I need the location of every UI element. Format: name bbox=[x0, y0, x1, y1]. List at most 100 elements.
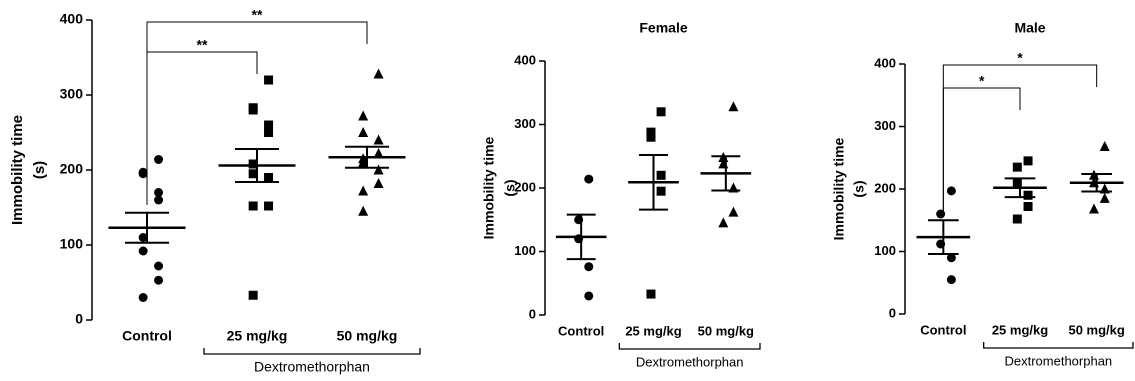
x-tick-label: 25 mg/kg bbox=[992, 322, 1048, 337]
data-point bbox=[656, 107, 666, 117]
error-bar bbox=[235, 148, 279, 183]
x-tick-label: 25 mg/kg bbox=[227, 328, 288, 344]
y-tick-label: 300 bbox=[60, 86, 84, 102]
data-point bbox=[248, 169, 258, 179]
data-point bbox=[1023, 202, 1033, 211]
x-tick-label: Control bbox=[920, 322, 966, 337]
y-tick-label: 200 bbox=[874, 180, 896, 195]
data-point bbox=[373, 68, 384, 79]
y-axis-label: (s) bbox=[31, 161, 48, 179]
data-point bbox=[656, 186, 666, 196]
data-point bbox=[373, 134, 384, 145]
chart-title: Female bbox=[639, 20, 687, 36]
data-point bbox=[138, 246, 148, 256]
data-point bbox=[358, 127, 369, 137]
data-point bbox=[248, 159, 258, 169]
data-point bbox=[646, 289, 656, 299]
error-bar bbox=[566, 213, 596, 261]
x-tick-label: 50 mg/kg bbox=[337, 328, 398, 344]
data-point bbox=[358, 110, 369, 121]
data-point bbox=[584, 262, 594, 272]
group-label: Dextromethorphan bbox=[1004, 353, 1112, 368]
chart-title: Male bbox=[1014, 20, 1045, 36]
data-point bbox=[946, 275, 956, 285]
y-axis-label: Immobility time bbox=[9, 115, 26, 225]
data-point bbox=[154, 195, 164, 205]
error-bar bbox=[345, 145, 389, 169]
significance-label: * bbox=[1017, 50, 1023, 66]
data-point bbox=[1099, 192, 1110, 203]
error-bar bbox=[1081, 173, 1112, 193]
y-tick-label: 0 bbox=[529, 306, 536, 321]
y-axis-label: Immobility time bbox=[831, 137, 847, 240]
data-point bbox=[1099, 141, 1110, 151]
y-tick-label: 200 bbox=[514, 179, 536, 194]
error-bar bbox=[928, 219, 959, 255]
data-point bbox=[154, 261, 164, 271]
data-point bbox=[264, 128, 274, 137]
data-point bbox=[248, 290, 258, 300]
x-tick-label: 50 mg/kg bbox=[1068, 322, 1124, 337]
data-point bbox=[1088, 203, 1099, 214]
data-point bbox=[373, 178, 384, 188]
significance-label: ** bbox=[252, 7, 263, 23]
data-point bbox=[946, 186, 956, 196]
group-bracket bbox=[618, 343, 761, 350]
data-point bbox=[1012, 178, 1022, 188]
data-point bbox=[1023, 156, 1033, 166]
group-label: Dextromethorphan bbox=[254, 359, 370, 375]
group-bracket bbox=[203, 348, 421, 355]
data-point bbox=[1012, 214, 1022, 224]
data-point bbox=[264, 120, 274, 130]
y-tick-label: 300 bbox=[874, 118, 896, 133]
group-label: Dextromethorphan bbox=[636, 354, 744, 369]
y-tick-label: 100 bbox=[60, 236, 84, 252]
error-bar bbox=[1004, 177, 1036, 199]
data-point bbox=[946, 253, 956, 263]
data-point bbox=[373, 164, 384, 175]
data-point bbox=[264, 173, 274, 182]
y-tick-label: 0 bbox=[75, 311, 83, 327]
data-point bbox=[728, 101, 739, 112]
data-point bbox=[138, 233, 148, 242]
data-point bbox=[358, 205, 369, 216]
data-point bbox=[264, 75, 274, 85]
y-axis-label: Immobility time bbox=[481, 136, 497, 239]
data-point bbox=[656, 170, 666, 180]
y-tick-label: 400 bbox=[874, 55, 896, 70]
significance-bracket bbox=[146, 21, 368, 205]
data-point bbox=[138, 169, 148, 179]
significance-label: ** bbox=[197, 37, 208, 53]
data-point bbox=[584, 291, 594, 301]
significance-label: * bbox=[979, 73, 985, 89]
data-point bbox=[358, 185, 369, 196]
error-bar bbox=[639, 153, 668, 211]
significance-bracket bbox=[942, 64, 1098, 213]
y-tick-label: 200 bbox=[60, 161, 84, 177]
y-axis-label: (s) bbox=[502, 179, 518, 196]
y-tick-label: 400 bbox=[60, 11, 84, 27]
data-point bbox=[264, 201, 274, 211]
x-tick-label: Control bbox=[558, 323, 604, 338]
y-tick-label: 0 bbox=[889, 305, 896, 320]
data-point bbox=[154, 275, 164, 285]
data-point bbox=[248, 105, 258, 115]
y-tick-label: 100 bbox=[874, 243, 896, 258]
y-tick-label: 300 bbox=[514, 116, 536, 131]
data-point bbox=[248, 201, 258, 211]
data-point bbox=[646, 127, 656, 137]
data-point bbox=[646, 132, 656, 142]
error-bar bbox=[711, 155, 741, 192]
data-point bbox=[154, 188, 164, 197]
data-point bbox=[373, 148, 384, 158]
y-tick-label: 400 bbox=[514, 52, 536, 67]
data-point bbox=[358, 157, 369, 167]
x-tick-label: Control bbox=[122, 328, 172, 344]
x-tick-label: 25 mg/kg bbox=[625, 323, 681, 338]
group-bracket bbox=[983, 342, 1134, 349]
data-point bbox=[728, 206, 739, 217]
data-point bbox=[584, 174, 594, 184]
data-point bbox=[154, 155, 164, 164]
y-axis-label: (s) bbox=[851, 180, 867, 197]
